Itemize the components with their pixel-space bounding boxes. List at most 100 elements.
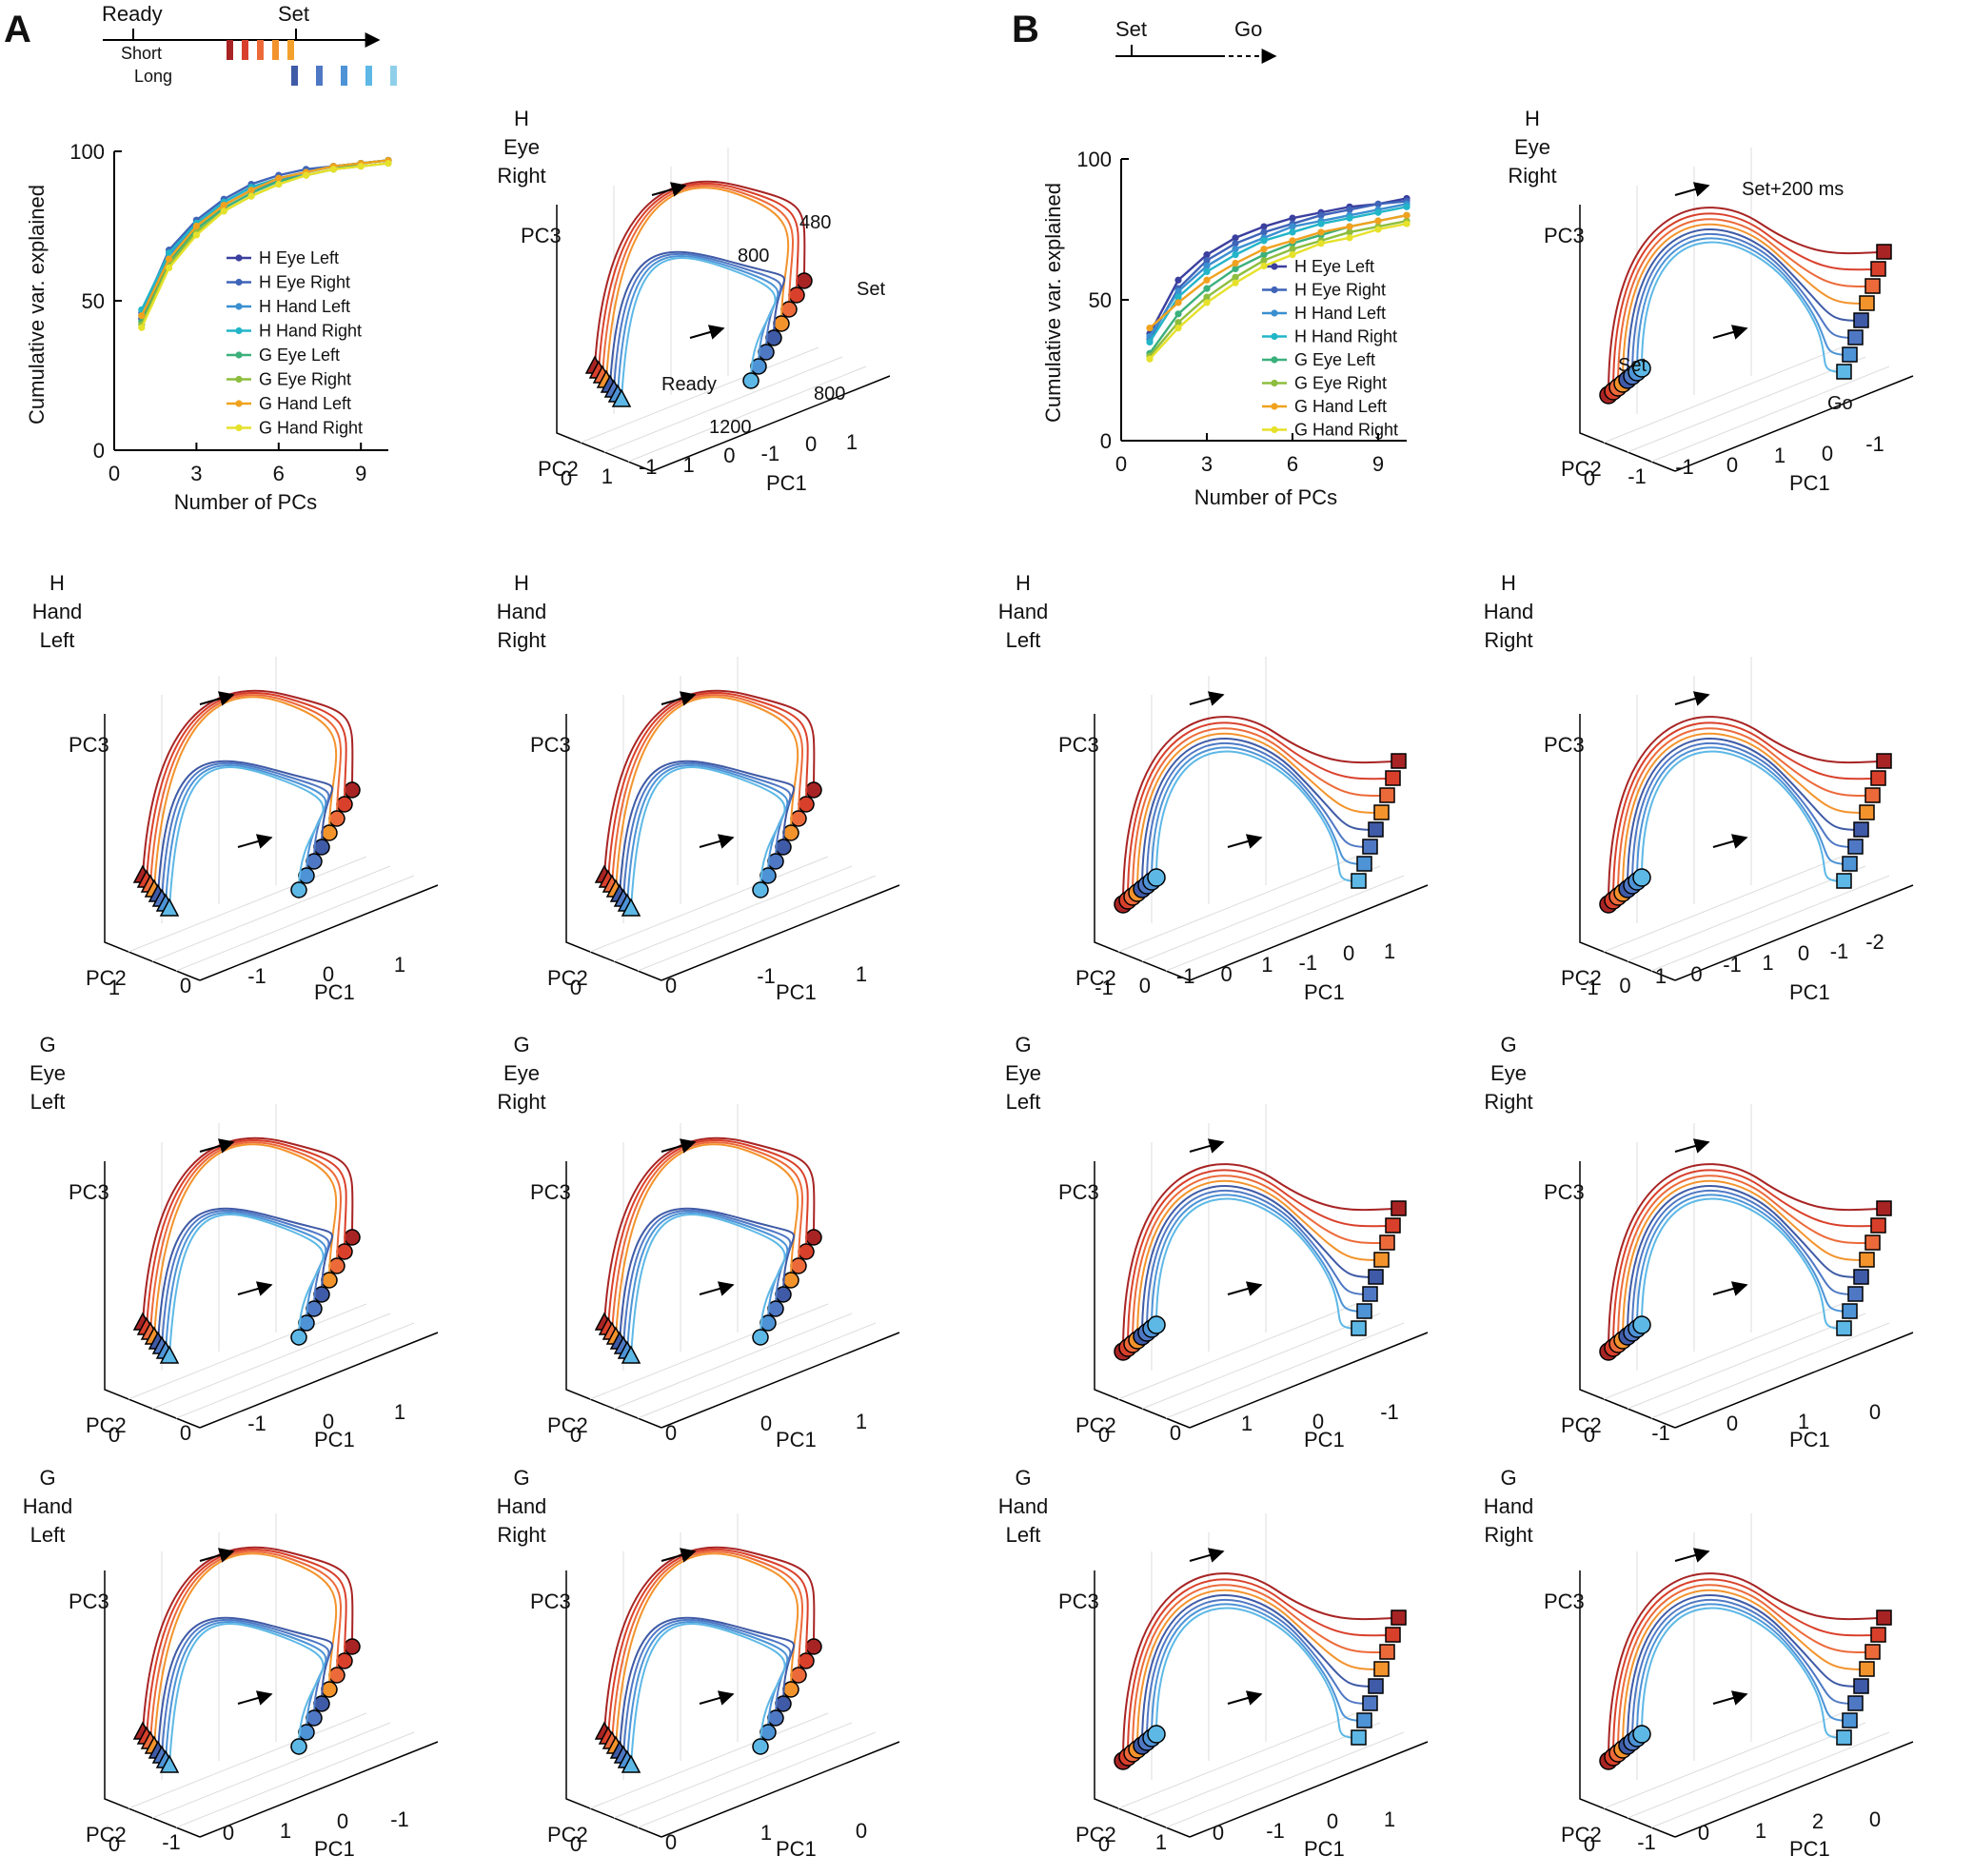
set-circle-marker <box>336 796 353 813</box>
set-circle-marker <box>765 329 782 346</box>
data-point <box>1203 293 1211 301</box>
set-circle-marker <box>313 839 330 856</box>
subplot-title-line: Left <box>1006 628 1041 652</box>
direction-arrow <box>1189 1548 1225 1563</box>
go-square-marker <box>1356 1303 1372 1319</box>
grid-line <box>1141 865 1381 962</box>
trajectory-line <box>153 1552 338 1748</box>
axis-tick-label: 0 <box>665 1830 677 1854</box>
axis-tick-label: 0 <box>570 976 582 999</box>
trajectory-line <box>1141 1594 1377 1747</box>
subplot-title-line: Right <box>497 628 545 652</box>
trajectory-line <box>607 1549 809 1738</box>
set-circle-marker <box>1147 1725 1166 1744</box>
chart-a-xlabel: Number of PCs <box>174 490 317 514</box>
data-point <box>1260 256 1268 265</box>
axis-tick-label: 1 <box>394 953 405 977</box>
pc2-label: PC2 <box>86 966 127 990</box>
data-point <box>1346 206 1353 213</box>
trajectory-line <box>1608 1163 1885 1353</box>
legend-entry: H Hand Left <box>259 297 350 316</box>
go-square-marker <box>1870 1217 1886 1234</box>
data-point <box>192 222 200 230</box>
axis-tick-label: 0 <box>1822 442 1833 465</box>
short-interval-mark <box>257 40 264 60</box>
axis-frame <box>199 884 439 981</box>
grid-line <box>589 856 829 953</box>
data-point <box>247 187 255 194</box>
annotation-label: Ready <box>661 374 717 395</box>
x-tick-label: 9 <box>1372 452 1384 476</box>
data-point <box>1174 310 1182 318</box>
axis-tick-label: 0 <box>1098 1832 1110 1856</box>
set-circle-marker <box>790 810 807 827</box>
go-square-marker <box>1847 839 1864 855</box>
axis-tick-label: 0 <box>109 1832 120 1856</box>
axis-tick-label: -1 <box>1380 1400 1399 1424</box>
subplot-title-line: Hand <box>1484 1494 1534 1518</box>
trajectory-line <box>1631 741 1857 886</box>
subplot-title-line: H <box>1525 107 1540 130</box>
trajectory-line <box>598 183 799 372</box>
trajectory-line <box>168 766 325 910</box>
axis-tick-label: 0 <box>570 1423 582 1447</box>
axis-tick-label: 1 <box>856 1410 867 1433</box>
axis-frame <box>1094 1570 1191 1838</box>
axis-tick-label: 0 <box>561 466 572 490</box>
grid-line <box>151 865 391 962</box>
go-square-marker <box>1870 261 1886 277</box>
grid-line <box>1165 1731 1405 1828</box>
subplot-title-line: Hand <box>23 1494 73 1518</box>
grid-line <box>1627 1722 1866 1819</box>
trajectory-line <box>1608 1572 1885 1762</box>
go-square-marker <box>1385 1217 1401 1234</box>
go-square-marker <box>1842 856 1858 872</box>
pc3-label: PC3 <box>1058 733 1099 757</box>
subplot-title-line: Hand <box>497 1494 547 1518</box>
trajectory-line <box>1622 1589 1868 1750</box>
go-square-marker <box>1864 787 1881 803</box>
set-circle-marker <box>344 781 361 799</box>
axis-tick-label: 1 <box>682 453 694 477</box>
variance-chart-b: Number of PCs Cumulative var. explained … <box>1041 148 1411 509</box>
subplot-title-line: H <box>514 571 529 595</box>
x-tick-label: 3 <box>190 462 202 485</box>
timeline-b-go: Go <box>1234 17 1262 41</box>
legend-marker <box>235 400 243 407</box>
pc1-label: PC1 <box>776 980 817 1004</box>
timeline-b: Set Go <box>1115 17 1277 64</box>
data-point <box>275 180 283 188</box>
legend-entry: H Hand Left <box>1294 304 1386 323</box>
trajectory-line <box>1132 1584 1389 1754</box>
subplot-title-line: Hand <box>497 600 547 623</box>
go-square-marker <box>1836 1320 1852 1336</box>
axis-tick-label: 0 <box>723 444 735 467</box>
trajectory-line <box>1636 237 1851 373</box>
axis-tick-label: 0 <box>1170 1421 1181 1445</box>
data-point <box>1346 228 1353 236</box>
axis-tick-label: -1 <box>1095 976 1114 999</box>
go-square-marker <box>1379 787 1395 803</box>
subplot-title-line: G <box>513 1033 529 1056</box>
trajectory-line <box>1155 1607 1360 1739</box>
go-square-marker <box>1356 1712 1372 1728</box>
axis-tick-label: -1 <box>1675 455 1694 479</box>
direction-arrow <box>237 1690 273 1706</box>
trajectory-line <box>611 1550 803 1743</box>
go-square-marker <box>1876 1200 1892 1216</box>
y-tick-label: 0 <box>1100 429 1112 453</box>
pc3-label: PC3 <box>530 1590 571 1613</box>
axis-tick-label: 1 <box>846 430 858 454</box>
trajectory-line <box>1617 1584 1874 1754</box>
grid-line <box>1117 1712 1357 1809</box>
subplot-a3: H Hand Right PC3 PC2 PC1 0 0 -1 1 <box>497 571 900 1004</box>
set-circle-marker <box>788 286 805 304</box>
axis-tick-label: -1 <box>757 964 776 988</box>
axis-tick-label: 0 <box>1584 466 1595 490</box>
direction-arrow <box>699 1690 735 1706</box>
subplot-b5: G Eye Right PC3 PC2 PC1 0 -1 0 1 0 <box>1484 1033 1914 1451</box>
set-circle-marker <box>780 301 798 318</box>
go-square-marker <box>1373 1252 1390 1268</box>
